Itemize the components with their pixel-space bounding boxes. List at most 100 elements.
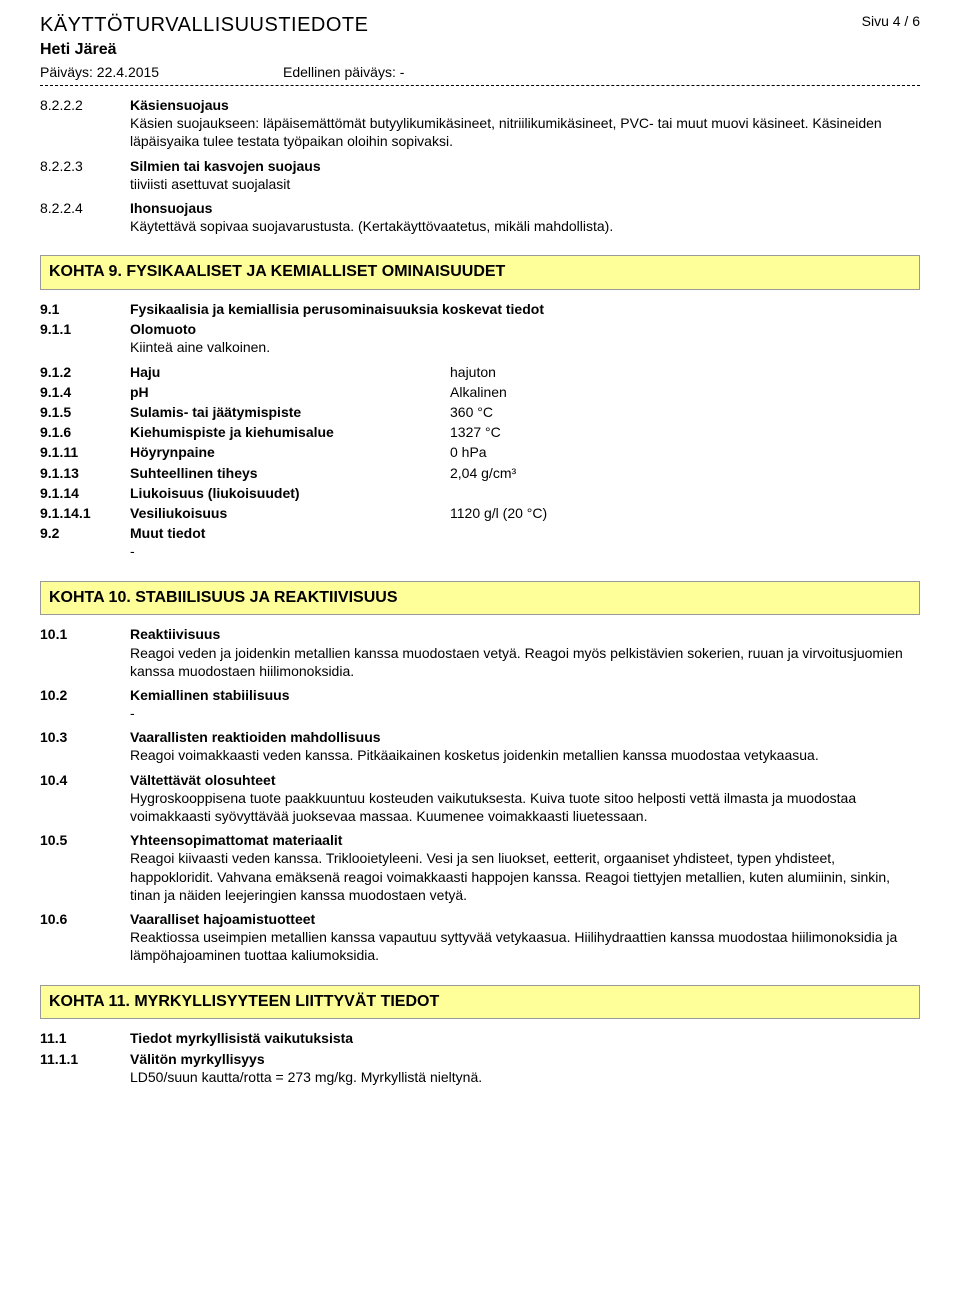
- property-row: 9.1.2Hajuhajuton: [40, 363, 920, 381]
- clause-title: Käsiensuojaus: [130, 96, 920, 114]
- clause-num: 10.3: [40, 728, 130, 768]
- row-101: 10.1 Reaktiivisuus Reagoi veden ja joide…: [40, 625, 920, 684]
- date-row: Päiväys: 22.4.2015 Edellinen päiväys: -: [40, 63, 920, 81]
- row-103: 10.3 Vaarallisten reaktioiden mahdollisu…: [40, 728, 920, 768]
- property-label: Kiehumispiste ja kiehumisalue: [130, 423, 450, 441]
- clause-content: Vältettävät olosuhteet Hygroskooppisena …: [130, 771, 920, 830]
- clause-title: Silmien tai kasvojen suojaus: [130, 157, 920, 175]
- clause-title: Vaaralliset hajoamistuotteet: [130, 910, 920, 928]
- clause-num: 9.1: [40, 300, 130, 318]
- row-8222: 8.2.2.2 Käsiensuojaus Käsien suojaukseen…: [40, 96, 920, 155]
- clause-title: Välitön myrkyllisyys: [130, 1050, 920, 1068]
- clause-num: 9.1.13: [40, 464, 130, 482]
- clause-content: Olomuoto Kiinteä aine valkoinen.: [130, 320, 920, 360]
- clause-num: 9.1.14: [40, 484, 130, 502]
- clause-title: Tiedot myrkyllisistä vaikutuksista: [130, 1029, 920, 1047]
- property-label: Höyrynpaine: [130, 443, 450, 461]
- row-1111: 11.1.1 Välitön myrkyllisyys LD50/suun ka…: [40, 1050, 920, 1090]
- clause-num: 8.2.2.4: [40, 199, 130, 239]
- clause-body: Kiinteä aine valkoinen.: [130, 338, 920, 356]
- clause-num: 8.2.2.2: [40, 96, 130, 155]
- clause-value: [450, 484, 920, 502]
- clause-content: Käsiensuojaus Käsien suojaukseen: läpäis…: [130, 96, 920, 155]
- clause-title: Fysikaalisia ja kemiallisia perusominais…: [130, 300, 920, 318]
- property-label: Sulamis- tai jäätymispiste: [130, 403, 450, 421]
- property-value: Alkalinen: [450, 383, 920, 401]
- row-105: 10.5 Yhteensopimattomat materiaalit Reag…: [40, 831, 920, 908]
- property-value: 1327 °C: [450, 423, 920, 441]
- clause-title: Kemiallinen stabiilisuus: [130, 686, 920, 704]
- section-10-title: KOHTA 10. STABIILISUUS JA REAKTIIVISUUS: [40, 581, 920, 616]
- property-row: 9.1.6Kiehumispiste ja kiehumisalue1327 °…: [40, 423, 920, 441]
- clause-body: Käytettävä sopivaa suojavarustusta. (Ker…: [130, 217, 920, 235]
- clause-num: 10.2: [40, 686, 130, 726]
- row-8223: 8.2.2.3 Silmien tai kasvojen suojaus tii…: [40, 157, 920, 197]
- clause-body: Hygroskooppisena tuote paakkuuntuu koste…: [130, 789, 920, 825]
- row-111: 11.1 Tiedot myrkyllisistä vaikutuksista: [40, 1029, 920, 1047]
- property-label: Suhteellinen tiheys: [130, 464, 450, 482]
- row-91141: 9.1.14.1 Vesiliukoisuus 1120 g/l (20 °C): [40, 504, 920, 522]
- clause-body: Reagoi veden ja joidenkin metallien kans…: [130, 644, 920, 680]
- property-label: Haju: [130, 363, 450, 381]
- property-value: 0 hPa: [450, 443, 920, 461]
- row-911: 9.1.1 Olomuoto Kiinteä aine valkoinen.: [40, 320, 920, 360]
- row-9114: 9.1.14 Liukoisuus (liukoisuudet): [40, 484, 920, 502]
- section-11-title: KOHTA 11. MYRKYLLISYYTEEN LIITTYVÄT TIED…: [40, 985, 920, 1020]
- clause-value: 1120 g/l (20 °C): [450, 504, 920, 522]
- row-106: 10.6 Vaaralliset hajoamistuotteet Reakti…: [40, 910, 920, 969]
- clause-content: Ihonsuojaus Käytettävä sopivaa suojavaru…: [130, 199, 920, 239]
- clause-title: Muut tiedot: [130, 524, 920, 542]
- clause-num: 10.1: [40, 625, 130, 684]
- property-value: 2,04 g/cm³: [450, 464, 920, 482]
- clause-title: Vaarallisten reaktioiden mahdollisuus: [130, 728, 920, 746]
- clause-title: Olomuoto: [130, 320, 920, 338]
- clause-num: 10.6: [40, 910, 130, 969]
- clause-num: 9.1.4: [40, 383, 130, 401]
- row-91: 9.1 Fysikaalisia ja kemiallisia perusomi…: [40, 300, 920, 318]
- clause-title: Reaktiivisuus: [130, 625, 920, 643]
- clause-num: 9.1.11: [40, 443, 130, 461]
- property-row: 9.1.5Sulamis- tai jäätymispiste360 °C: [40, 403, 920, 421]
- property-row: 9.1.13Suhteellinen tiheys2,04 g/cm³: [40, 464, 920, 482]
- clause-title: Yhteensopimattomat materiaalit: [130, 831, 920, 849]
- row-8224: 8.2.2.4 Ihonsuojaus Käytettävä sopivaa s…: [40, 199, 920, 239]
- clause-body: -: [130, 704, 920, 722]
- clause-title: Vältettävät olosuhteet: [130, 771, 920, 789]
- clause-num: 9.1.6: [40, 423, 130, 441]
- clause-content: Vaaralliset hajoamistuotteet Reaktiossa …: [130, 910, 920, 969]
- clause-title: Vesiliukoisuus: [130, 504, 450, 522]
- clause-body: Reaktiossa useimpien metallien kanssa va…: [130, 928, 920, 964]
- clause-title: Liukoisuus (liukoisuudet): [130, 484, 450, 502]
- property-value: 360 °C: [450, 403, 920, 421]
- clause-content: Silmien tai kasvojen suojaus tiiviisti a…: [130, 157, 920, 197]
- clause-num: 9.2: [40, 524, 130, 564]
- date-label: Päiväys: 22.4.2015: [40, 64, 159, 80]
- properties-list: 9.1.2Hajuhajuton 9.1.4pHAlkalinen 9.1.5Sul…: [40, 363, 920, 482]
- clause-num: 10.4: [40, 771, 130, 830]
- clause-num: 9.1.5: [40, 403, 130, 421]
- header: Sivu 4 / 6 KÄYTTÖTURVALLISUUSTIEDOTE Het…: [40, 12, 920, 86]
- clause-num: 11.1.1: [40, 1050, 130, 1090]
- clause-body: LD50/suun kautta/rotta = 273 mg/kg. Myrk…: [130, 1068, 920, 1086]
- clause-num: 9.1.2: [40, 363, 130, 381]
- clause-num: 9.1.14.1: [40, 504, 130, 522]
- clause-num: 9.1.1: [40, 320, 130, 360]
- property-row: 9.1.4pHAlkalinen: [40, 383, 920, 401]
- clause-num: 11.1: [40, 1029, 130, 1047]
- doc-title: KÄYTTÖTURVALLISUUSTIEDOTE: [40, 12, 920, 38]
- clause-num: 10.5: [40, 831, 130, 908]
- clause-body: tiiviisti asettuvat suojalasit: [130, 175, 920, 193]
- clause-body: Käsien suojaukseen: läpäisemättömät buty…: [130, 114, 920, 150]
- doc-subtitle: Heti Järeä: [40, 40, 920, 61]
- row-102: 10.2 Kemiallinen stabiilisuus -: [40, 686, 920, 726]
- clause-content: Muut tiedot -: [130, 524, 920, 564]
- clause-content: Kemiallinen stabiilisuus -: [130, 686, 920, 726]
- clause-body: Reagoi voimakkaasti veden kanssa. Pitkäa…: [130, 746, 920, 764]
- clause-body: Reagoi kiivaasti veden kanssa. Triklooie…: [130, 849, 920, 904]
- clause-content: Reaktiivisuus Reagoi veden ja joidenkin …: [130, 625, 920, 684]
- clause-num: 8.2.2.3: [40, 157, 130, 197]
- clause-title: Ihonsuojaus: [130, 199, 920, 217]
- row-92: 9.2 Muut tiedot -: [40, 524, 920, 564]
- property-value: hajuton: [450, 363, 920, 381]
- property-row: 9.1.11Höyrynpaine0 hPa: [40, 443, 920, 461]
